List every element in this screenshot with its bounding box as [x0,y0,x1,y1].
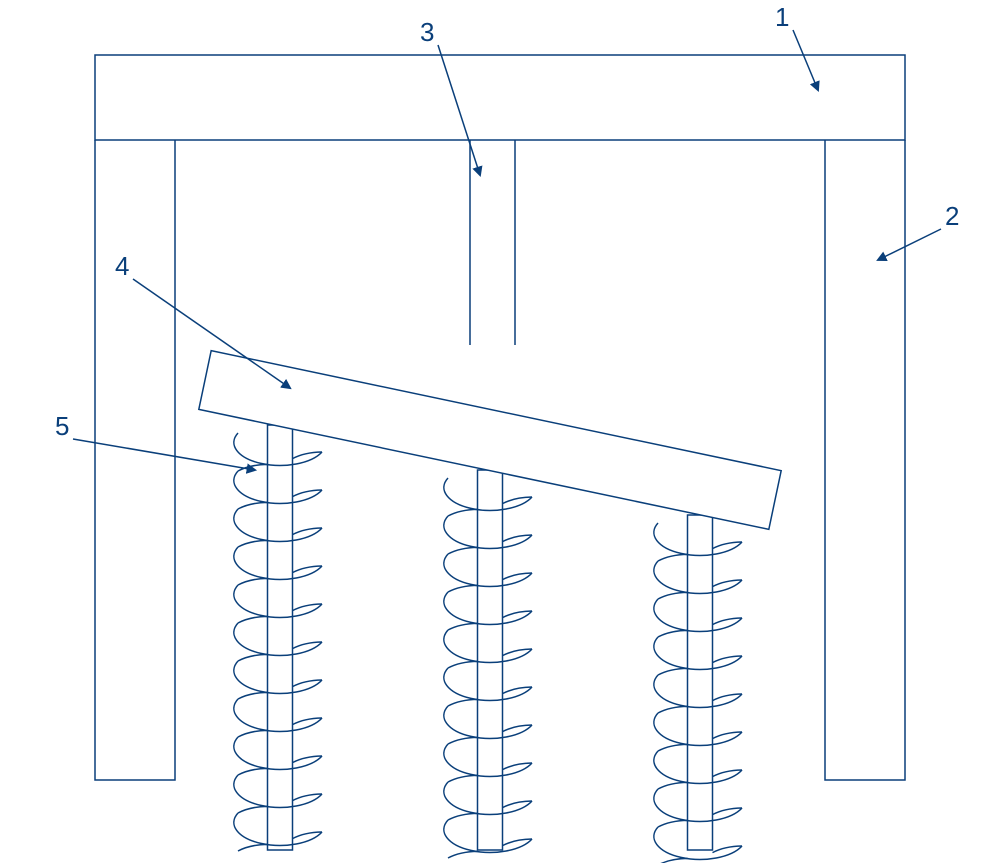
technical-diagram: 1 2 3 4 5 [0,0,1000,863]
top-bar [95,55,905,140]
right-leg [825,140,905,780]
center-column [470,140,515,345]
leader-1 [793,30,818,90]
label-1: 1 [775,2,789,32]
label-5: 5 [55,411,69,441]
leader-2 [878,229,941,260]
left-leg [95,140,175,780]
auger-2 [654,515,742,863]
label-2: 2 [945,201,959,231]
label-3: 3 [420,17,434,47]
auger-0 [234,425,322,851]
auger-1 [444,470,532,858]
leader-5 [73,439,255,470]
label-4: 4 [115,251,129,281]
leader-3 [438,45,480,175]
